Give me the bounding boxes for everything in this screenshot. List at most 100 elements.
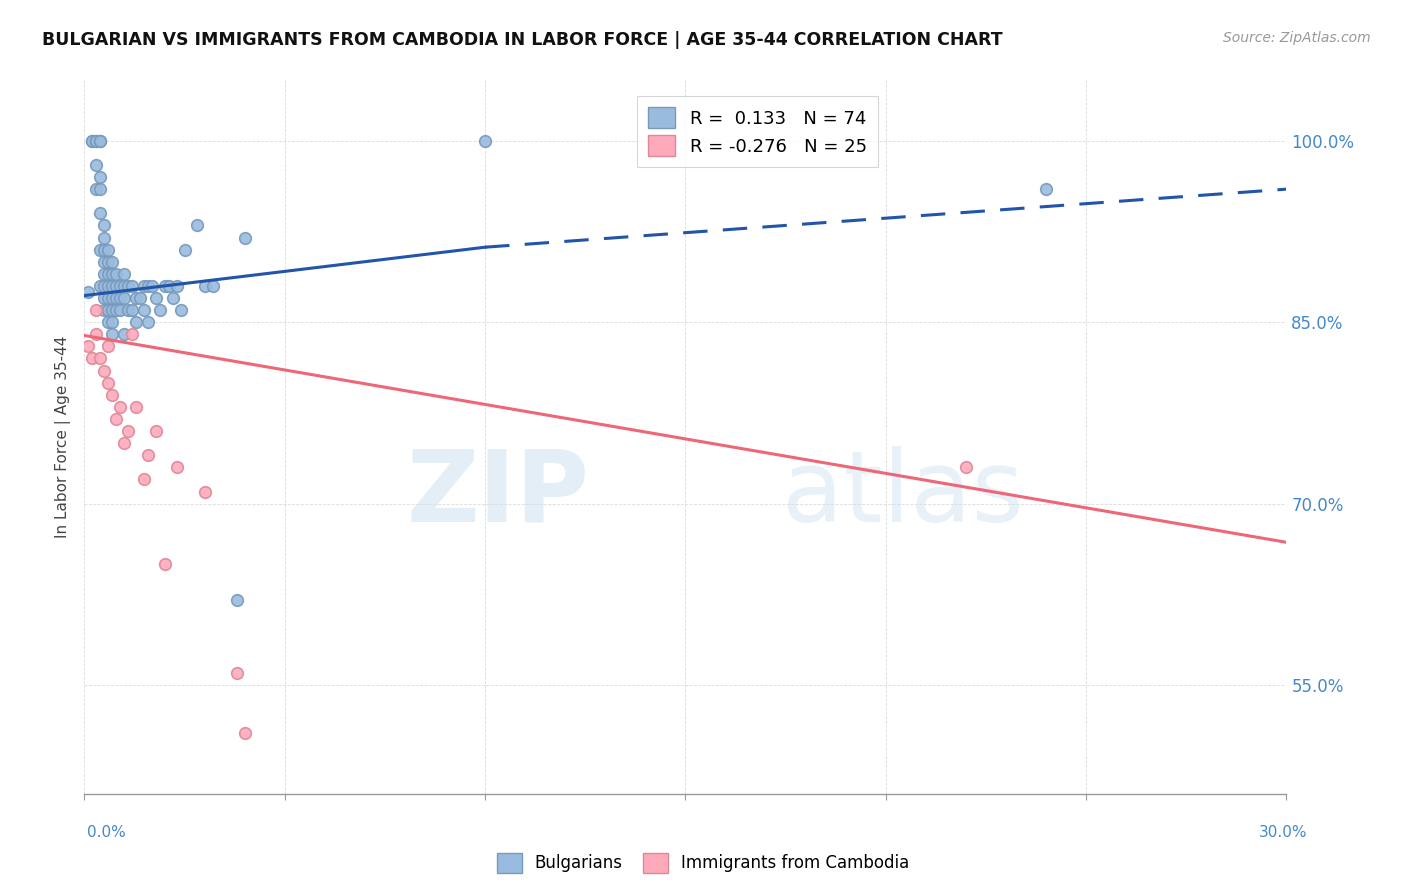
Point — [153, 557, 176, 571]
Point — [89, 134, 111, 148]
Point — [121, 279, 143, 293]
Point — [134, 303, 156, 318]
Point — [89, 169, 111, 184]
Point — [97, 376, 120, 390]
Point — [125, 400, 148, 414]
Point — [86, 182, 108, 196]
Point — [89, 182, 111, 196]
Point — [101, 303, 124, 318]
Point — [97, 339, 120, 353]
Point — [110, 291, 132, 305]
Point — [93, 230, 115, 244]
Point — [121, 327, 143, 342]
Point — [89, 206, 111, 220]
Point — [138, 279, 160, 293]
Point — [77, 285, 100, 299]
Point — [97, 279, 120, 293]
Point — [93, 291, 115, 305]
Point — [105, 303, 128, 318]
Point — [166, 460, 188, 475]
Point — [117, 424, 139, 438]
Point — [86, 134, 108, 148]
Point — [194, 484, 217, 499]
Point — [134, 472, 156, 486]
Point — [89, 243, 111, 257]
Point — [114, 436, 135, 450]
Point — [225, 593, 247, 607]
Point — [89, 134, 111, 148]
Point — [145, 291, 167, 305]
Point — [82, 134, 104, 148]
Point — [138, 448, 160, 462]
Point — [77, 339, 100, 353]
Point — [201, 279, 224, 293]
Point — [86, 327, 108, 342]
Point — [105, 267, 128, 281]
Point — [93, 219, 115, 233]
Point — [97, 267, 120, 281]
Point — [97, 254, 120, 268]
Point — [134, 279, 156, 293]
Point — [89, 351, 111, 366]
Point — [114, 279, 135, 293]
Point — [149, 303, 172, 318]
Point — [101, 267, 124, 281]
Point — [194, 279, 217, 293]
Point — [153, 279, 176, 293]
Point — [114, 327, 135, 342]
Point — [233, 726, 256, 740]
Point — [86, 303, 108, 318]
Text: 0.0%: 0.0% — [87, 825, 127, 840]
Point — [97, 315, 120, 329]
Text: ZIP: ZIP — [406, 446, 589, 542]
Point — [105, 279, 128, 293]
Point — [474, 134, 496, 148]
Point — [114, 291, 135, 305]
Text: BULGARIAN VS IMMIGRANTS FROM CAMBODIA IN LABOR FORCE | AGE 35-44 CORRELATION CHA: BULGARIAN VS IMMIGRANTS FROM CAMBODIA IN… — [42, 31, 1002, 49]
Point — [173, 243, 195, 257]
Point — [125, 291, 148, 305]
Legend: Bulgarians, Immigrants from Cambodia: Bulgarians, Immigrants from Cambodia — [489, 847, 917, 880]
Point — [162, 291, 184, 305]
Point — [101, 279, 124, 293]
Point — [1035, 182, 1057, 196]
Point — [233, 230, 256, 244]
Point — [145, 424, 167, 438]
Point — [93, 254, 115, 268]
Point — [93, 243, 115, 257]
Point — [157, 279, 180, 293]
Point — [101, 388, 124, 402]
Point — [121, 303, 143, 318]
Legend: R =  0.133   N = 74, R = -0.276   N = 25: R = 0.133 N = 74, R = -0.276 N = 25 — [637, 96, 877, 167]
Point — [93, 303, 115, 318]
Point — [101, 315, 124, 329]
Point — [166, 279, 188, 293]
Point — [141, 279, 163, 293]
Point — [86, 158, 108, 172]
Point — [93, 363, 115, 377]
Y-axis label: In Labor Force | Age 35-44: In Labor Force | Age 35-44 — [55, 336, 72, 538]
Point — [138, 315, 160, 329]
Point — [169, 303, 191, 318]
Point — [125, 315, 148, 329]
Point — [117, 303, 139, 318]
Point — [93, 279, 115, 293]
Point — [97, 291, 120, 305]
Text: Source: ZipAtlas.com: Source: ZipAtlas.com — [1223, 31, 1371, 45]
Point — [101, 254, 124, 268]
Text: atlas: atlas — [782, 446, 1024, 542]
Point — [105, 412, 128, 426]
Point — [97, 303, 120, 318]
Point — [110, 279, 132, 293]
Point — [82, 134, 104, 148]
Point — [93, 267, 115, 281]
Text: 30.0%: 30.0% — [1260, 825, 1308, 840]
Point — [110, 400, 132, 414]
Point — [105, 291, 128, 305]
Point — [114, 267, 135, 281]
Point — [86, 134, 108, 148]
Point — [117, 279, 139, 293]
Point — [89, 279, 111, 293]
Point — [129, 291, 152, 305]
Point — [110, 303, 132, 318]
